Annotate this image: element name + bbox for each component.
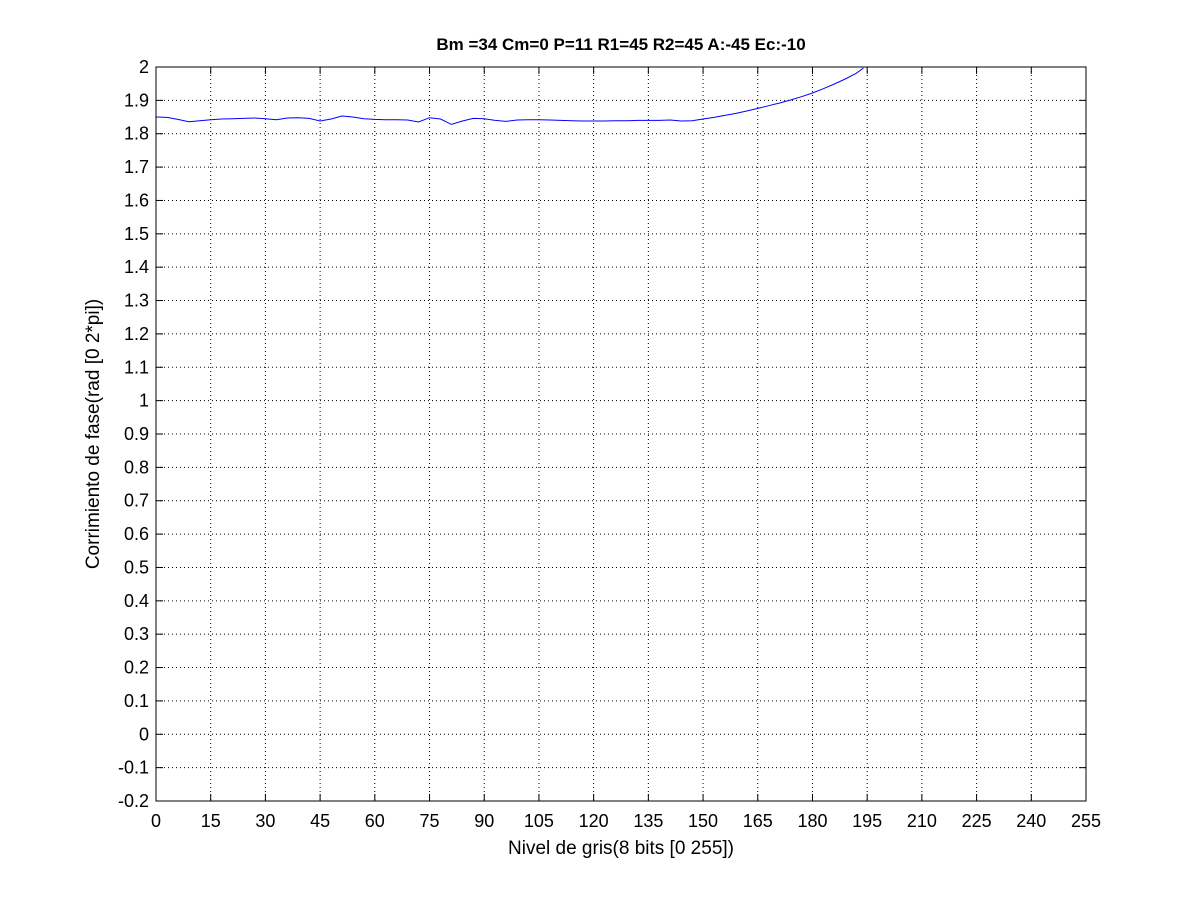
x-tick-label: 30: [255, 811, 275, 831]
x-tick-label: 210: [907, 811, 937, 831]
x-tick-label: 150: [688, 811, 718, 831]
y-tick-label: 0.7: [124, 491, 149, 511]
x-tick-label: 135: [633, 811, 663, 831]
x-tick-label: 60: [365, 811, 385, 831]
y-tick-label: 0.8: [124, 457, 149, 477]
grid-lines: [156, 67, 1086, 801]
y-tick-label: -0.1: [118, 758, 149, 778]
y-tick-label: 0.5: [124, 557, 149, 577]
x-tick-label: 240: [1016, 811, 1046, 831]
y-tick-label: 2: [139, 57, 149, 77]
x-tick-label: 195: [852, 811, 882, 831]
y-tick-labels: 2 1.9 1.8 1.7 1.6 1.5 1.4 1.3 1.2 1.1 1 0.9 0.8 0.7 0.…: [118, 57, 149, 811]
x-axis-label: Nivel de gris(8 bits [0 255]): [508, 838, 734, 859]
tick-marks: [155, 66, 1087, 802]
x-tick-labels: 0 15 30 45 60 75 90 105 120 135 150 165 180 195 210 225…: [151, 811, 1101, 831]
y-tick-label: 1.8: [124, 124, 149, 144]
y-tick-label: 1.2: [124, 324, 149, 344]
x-tick-label: 90: [474, 811, 494, 831]
y-tick-label: 0.4: [124, 591, 149, 611]
x-tick-label: 120: [579, 811, 609, 831]
x-tick-label: 105: [524, 811, 554, 831]
y-tick-label: 0.1: [124, 691, 149, 711]
y-tick-label: 1.6: [124, 190, 149, 210]
y-tick-label: -0.2: [118, 791, 149, 811]
y-tick-label: 0.2: [124, 658, 149, 678]
y-tick-label: 0: [139, 724, 149, 744]
y-tick-label: 1.3: [124, 291, 149, 311]
x-tick-label: 180: [797, 811, 827, 831]
x-tick-label: 15: [201, 811, 221, 831]
series-line: [155, 67, 864, 125]
y-tick-label: 1.7: [124, 157, 149, 177]
y-tick-label: 0.6: [124, 524, 149, 544]
y-tick-label: 0.9: [124, 424, 149, 444]
x-tick-label: 165: [743, 811, 773, 831]
y-tick-label: 1: [139, 391, 149, 411]
x-tick-label: 75: [420, 811, 440, 831]
y-tick-label: 1.4: [124, 257, 149, 277]
chart-title: Bm =34 Cm=0 P=11 R1=45 R2=45 A:-45 Ec:-1…: [436, 35, 805, 54]
data-series: [155, 67, 864, 125]
y-tick-label: 1.5: [124, 224, 149, 244]
y-tick-label: 1.9: [124, 90, 149, 110]
x-tick-label: 0: [151, 811, 161, 831]
y-tick-label: 1.1: [124, 357, 149, 377]
y-axis-label: Corrimiento de fase(rad [0 2*pi]): [83, 299, 104, 569]
x-tick-label: 255: [1071, 811, 1101, 831]
x-tick-label: 225: [962, 811, 992, 831]
y-tick-label: 0.3: [124, 624, 149, 644]
x-tick-label: 45: [310, 811, 330, 831]
